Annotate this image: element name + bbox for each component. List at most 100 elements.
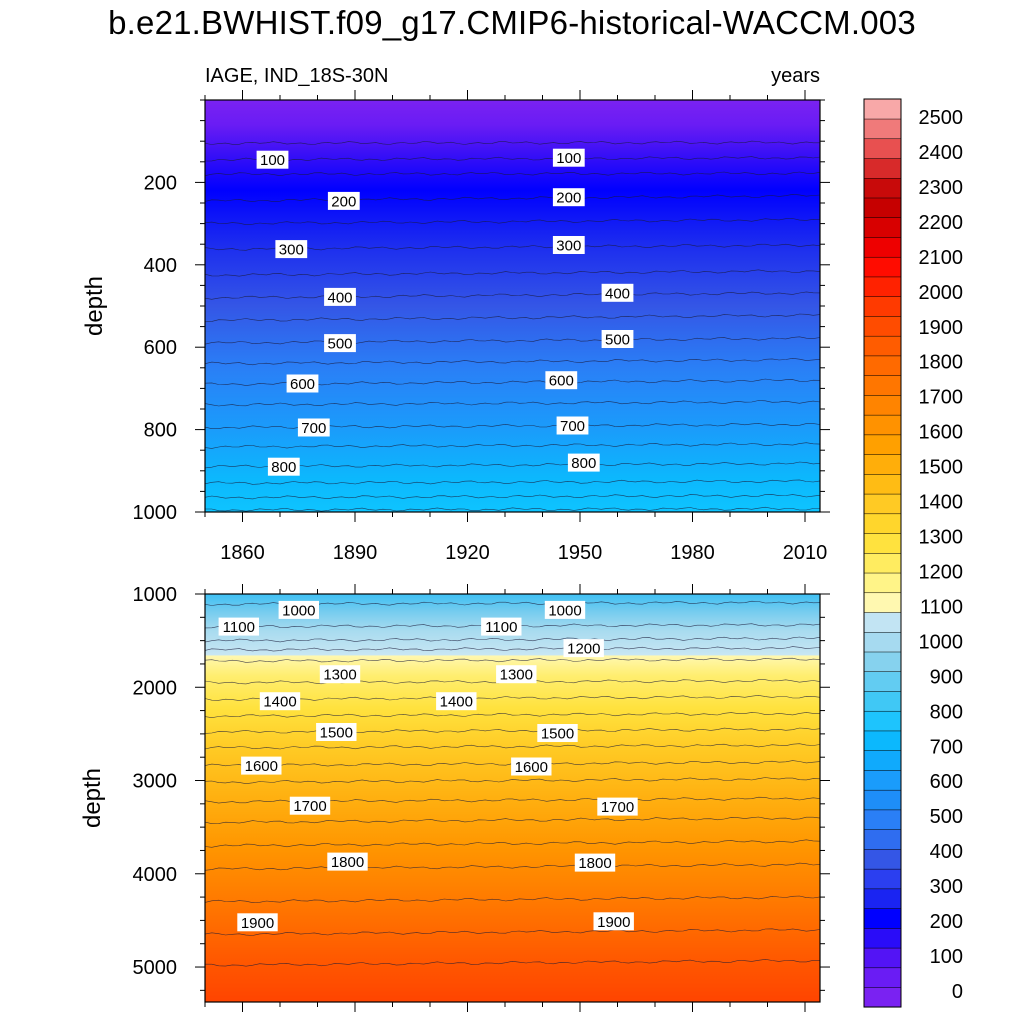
contour-label-box	[496, 665, 537, 684]
y-tick-label: 1000	[133, 502, 178, 524]
y-tick-label: 800	[144, 420, 177, 442]
contour-label-box	[241, 756, 282, 775]
contour-label-box	[259, 692, 301, 711]
upper-contour-line	[204, 140, 820, 145]
colorbar-swatch	[863, 434, 902, 455]
lower-contour-label: 1500	[537, 724, 578, 743]
lower-contour-label: 1800	[327, 852, 368, 871]
contour-label-box	[556, 416, 589, 435]
contour-label-text: 1000	[282, 602, 315, 619]
lower-contour-label: 1100	[218, 617, 259, 636]
contour-label-box	[552, 148, 585, 167]
contour-label-box	[481, 617, 522, 636]
contour-label-text: 300	[556, 238, 581, 255]
colorbar-swatch	[863, 888, 902, 909]
colorbar-swatch	[863, 572, 902, 594]
y-tick-label: 200	[144, 172, 177, 194]
lower-panel-axes: 1000 2000 3000 4000 5000	[133, 584, 830, 1012]
x-tick-label: 1980	[670, 542, 715, 564]
colorbar-swatch	[863, 157, 902, 179]
contour-label-text: 1300	[323, 667, 356, 684]
upper-contour-line	[204, 171, 821, 177]
lower-contour-label: 1600	[511, 757, 552, 776]
lower-contour-label: 1400	[259, 692, 301, 711]
colorbar-label: 900	[930, 666, 963, 688]
colorbar-label: 1500	[919, 457, 964, 479]
contour-label-text: 100	[260, 152, 285, 169]
colorbar-label: 1900	[919, 317, 964, 339]
colorbar: 0 100 200 300 400 500 600 700 800 900 1000 1100 1200…	[863, 98, 964, 1008]
lower-contour-line	[204, 839, 821, 848]
lower-ylabel: depth	[79, 768, 106, 828]
upper-contour-line	[204, 442, 821, 449]
upper-contour-line	[204, 313, 821, 323]
lower-contour-line	[204, 646, 821, 652]
x-tick-label: 1890	[333, 542, 378, 564]
x-tick-label: 1920	[445, 542, 490, 564]
lower-contour-label: 1000	[544, 600, 586, 619]
upper-contour-line	[204, 243, 821, 251]
colorbar-label: 100	[930, 946, 963, 968]
colorbar-label: 1400	[919, 492, 964, 514]
upper-contour-label: 200	[327, 191, 360, 210]
upper-contour-line	[204, 218, 821, 226]
upper-contour-line	[204, 336, 821, 345]
colorbar-label: 2500	[919, 107, 964, 129]
colorbar-swatch	[863, 335, 902, 357]
contour-label-box	[552, 236, 585, 254]
colorbar-label: 1800	[919, 352, 964, 374]
x-tick-label: 1860	[220, 542, 265, 564]
upper-contour-label: 800	[267, 457, 300, 476]
contour-label-box	[297, 418, 330, 437]
colorbar-label: 2400	[919, 142, 964, 164]
colorbar-swatch	[863, 473, 902, 495]
lower-contour-labels: 1000 1000 1100 1100 1200 1300 1300 1400 1400 1500…	[218, 600, 638, 932]
contour-label-text: 600	[549, 373, 574, 390]
upper-contour-panel: 100 100 200 200 300 300 400 400 500 500 600 600 700 7…	[81, 65, 830, 564]
contour-label-box	[593, 912, 634, 931]
colorbar-label: 700	[930, 736, 963, 758]
colorbar-swatch	[863, 809, 902, 830]
lower-contour-line	[204, 743, 821, 750]
contour-label-box	[563, 639, 604, 658]
lower-contour-label: 1600	[241, 756, 282, 775]
variable-label: IAGE, IND_18S-30N	[205, 65, 388, 87]
upper-ylabel: depth	[81, 276, 108, 336]
contour-label-text: 1800	[578, 855, 611, 872]
upper-contour-line	[204, 479, 821, 485]
colorbar-swatch	[863, 967, 902, 988]
upper-contour-line	[204, 400, 821, 407]
lower-contour-label: 1300	[496, 665, 537, 684]
contour-label-text: 1400	[440, 694, 473, 711]
colorbar-swatch	[863, 769, 902, 791]
colorbar-swatch	[863, 829, 902, 850]
contour-label-text: 500	[327, 336, 352, 353]
lower-contour-line	[204, 694, 821, 701]
colorbar-swatch	[863, 138, 902, 159]
colorbar-swatch	[863, 513, 902, 534]
contour-label-text: 1900	[241, 915, 274, 932]
lower-contour-line	[204, 862, 821, 871]
colorbar-swatch	[863, 750, 902, 771]
upper-contour-line	[204, 357, 821, 366]
lower-contour-label: 1700	[289, 796, 331, 815]
lower-contour-panel: 1000 1000 1100 1100 1200 1300 1300 1400 1400 1500…	[79, 584, 830, 1012]
contour-label-text: 1700	[293, 798, 326, 815]
colorbar-label: 1100	[920, 596, 963, 618]
colorbar-swatch	[863, 868, 902, 890]
lower-contour-line	[204, 712, 820, 719]
colorbar-swatch	[863, 730, 902, 751]
contour-label-text: 200	[331, 193, 356, 210]
upper-contour-label: 200	[552, 188, 585, 207]
lower-contour-label: 1400	[436, 692, 477, 711]
lower-contour-label: 1700	[597, 797, 638, 816]
upper-contour-label: 300	[275, 240, 308, 259]
y-tick-label: 400	[144, 255, 177, 277]
colorbar-label: 600	[930, 771, 963, 793]
lower-contour-label: 1300	[319, 665, 361, 684]
upper-contour-label: 800	[567, 453, 600, 472]
contour-label-text: 1100	[223, 619, 255, 636]
contour-label-text: 700	[560, 418, 585, 435]
colorbar-swatch	[863, 217, 902, 238]
upper-contour-label: 600	[286, 374, 319, 393]
